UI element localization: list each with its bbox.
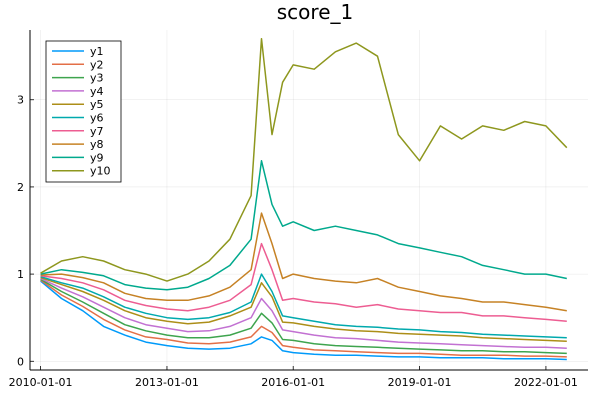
legend-label-y10: y10 [90,165,111,178]
series-line-y1 [40,280,567,361]
legend-label-y6: y6 [90,112,104,125]
grid-lines [30,30,588,370]
series-line-y7 [40,242,567,322]
series-line-y4 [40,277,567,349]
legend-label-y4: y4 [90,85,104,98]
legend-label-y3: y3 [90,72,104,85]
x-axis-ticks: 2010-01-01 2013-01-01 2016-01-01 2019-01-01… [9,376,578,389]
series-line-y2 [40,279,567,358]
x-tick-label: 2016-01-01 [261,376,325,389]
series-line-y6 [40,273,567,339]
legend-label-y1: y1 [90,45,104,58]
plot-axes [29,30,588,371]
x-tick-label: 2013-01-01 [135,376,199,389]
chart-title: score_1 [277,0,353,24]
x-tick-label: 2022-01-01 [514,376,578,389]
series-lines [40,37,568,361]
x-tick-label: 2010-01-01 [9,376,73,389]
series-line-y10 [40,37,568,282]
legend-label-y7: y7 [90,125,104,138]
legend-label-y9: y9 [90,151,104,164]
y-tick-label: 3 [17,94,24,107]
series-line-y5 [40,276,567,342]
legend-label-y8: y8 [90,138,104,151]
legend-box [45,40,122,183]
y-tick-label: 0 [17,355,24,368]
legend-label-y2: y2 [90,58,104,71]
y-tick-label: 2 [17,181,24,194]
y-axis-ticks: 0 1 2 3 [17,94,24,369]
legend-label-y5: y5 [90,98,104,111]
series-line-y9 [40,160,567,291]
x-tick-label: 2019-01-01 [388,376,452,389]
series-line-y8 [40,212,567,312]
series-line-y3 [40,278,567,355]
y-tick-label: 1 [17,268,24,281]
